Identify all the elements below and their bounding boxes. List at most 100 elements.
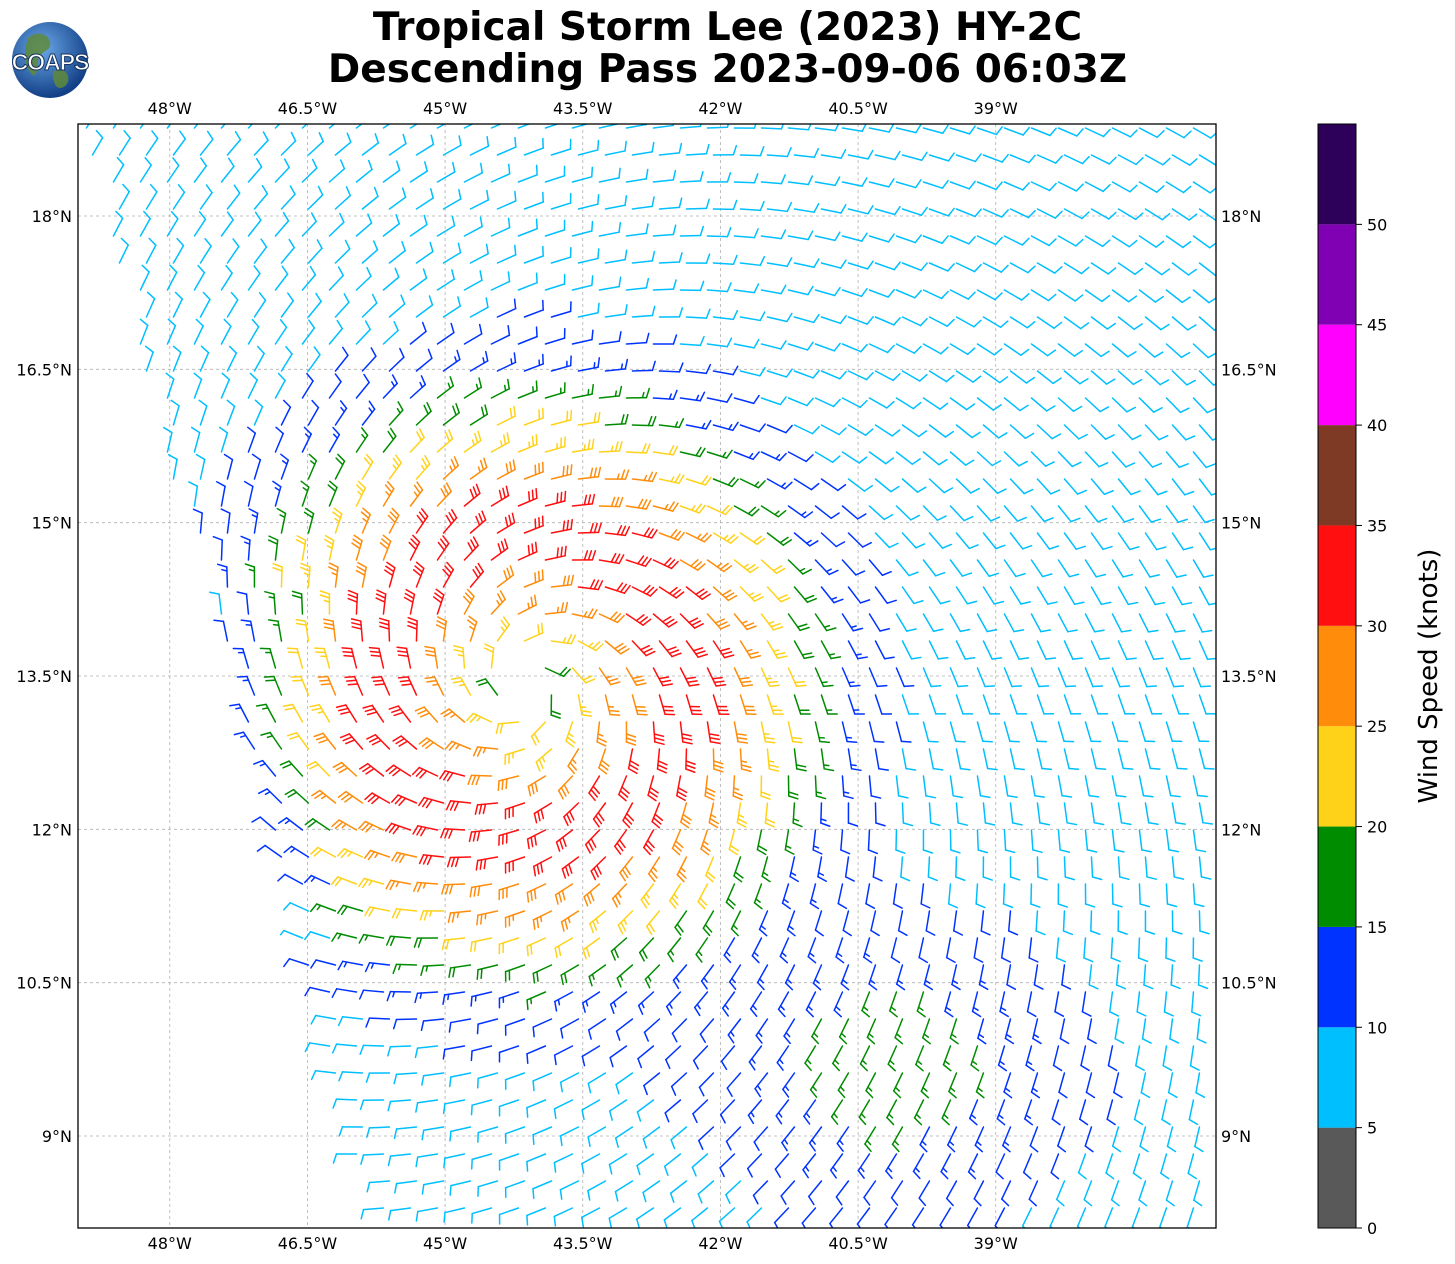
continent-shape-2 [52,69,69,88]
wind-barb [764,802,776,828]
wind-barb [331,932,358,942]
wind-barb [619,856,634,882]
wind-barb [1003,613,1025,633]
wind-barb [420,1018,445,1032]
wind-barb [1084,883,1096,908]
wind-barb [274,426,284,453]
wind-barb [365,1017,391,1028]
wind-barb [1002,1126,1012,1153]
wind-barb [1138,667,1158,688]
wind-barb [726,1072,742,1097]
wind-barb [697,1180,715,1204]
wind-barb [739,311,766,322]
wind-barb [805,991,817,1018]
wind-barb [490,432,510,453]
wind-barb [295,535,307,561]
wind-barb [523,353,544,372]
wind-barb [773,1207,790,1228]
wind-barb [1084,505,1108,523]
wind-barb [392,963,418,975]
wind-barb [997,1045,1008,1072]
wind-barb [523,191,544,210]
wind-barb [1111,451,1136,468]
wind-barb [895,124,922,134]
wind-barb [436,482,452,507]
wind-barb [625,555,652,567]
wind-barb [604,640,630,655]
wind-barb [409,161,428,183]
wind-barb [554,937,574,959]
wind-barb [1171,370,1197,386]
wind-barb [563,802,580,827]
wind-barb [284,788,310,804]
wind-barb [1084,613,1105,633]
wind-barb [787,451,814,463]
wind-barb [442,403,460,426]
wind-barb [868,343,895,354]
wind-barb [1117,316,1143,331]
wind-barb [1188,1099,1199,1126]
wind-barb [240,535,251,561]
wind-barb [1030,721,1048,743]
wind-barb [550,301,572,318]
wind-barb [470,937,493,953]
wind-barb [1144,316,1170,331]
wind-barb [307,185,324,210]
wind-barb [1030,829,1043,854]
wind-barb [407,616,418,642]
wind-barb [1111,559,1134,578]
wind-barb [1077,1153,1087,1180]
wind-barb [841,451,868,464]
wind-barb [279,760,304,777]
wind-barb [868,559,892,577]
wind-barb [1063,532,1086,550]
wind-barb [1165,235,1192,249]
wind-barb [1084,289,1111,303]
wind-barb [387,507,400,534]
wind-barb [301,158,318,183]
lon-tick-label-top: 39°W [974,99,1018,118]
wind-barb [847,586,871,604]
wind-barb [1003,1072,1013,1099]
lat-tick-label-left: 15°N [32,514,72,533]
wind-barb [693,991,709,1017]
wind-barb [1084,829,1098,853]
wind-barb [636,1207,655,1228]
wind-barb [517,164,538,183]
wind-barb [361,240,379,264]
wind-barb [894,1018,904,1045]
wind-barb [733,124,757,129]
wind-barb [651,802,664,829]
wind-barb [739,532,766,545]
wind-barb [386,935,412,947]
wind-barb [1080,1045,1090,1072]
wind-barb [415,134,435,156]
wind-barb [643,829,655,856]
wind-barb [213,619,229,642]
wind-barb [658,640,682,658]
wind-barb [615,1072,634,1095]
wind-barb [976,775,991,799]
wind-barb [442,509,458,534]
wind-barb [1117,208,1144,221]
wind-barb [1085,1072,1096,1099]
wind-barb [760,721,776,744]
colorbar-frame [1317,123,1357,1229]
wind-barb [1165,127,1192,139]
wind-barb [248,508,259,534]
wind-barb [436,535,450,561]
wind-barb [193,318,204,345]
wind-barb [652,334,678,345]
wind-barb [443,1153,466,1169]
wind-barb [841,343,868,353]
wind-barb [927,856,938,882]
wind-barb [1036,154,1063,164]
wind-barb [604,525,631,537]
wind-barb [317,675,337,696]
wind-barb [139,157,152,183]
wind-barb [1113,1072,1123,1099]
wind-barb [841,505,867,520]
wind-barb [550,355,572,372]
wind-barb [498,1045,520,1063]
wind-barb [955,478,980,494]
